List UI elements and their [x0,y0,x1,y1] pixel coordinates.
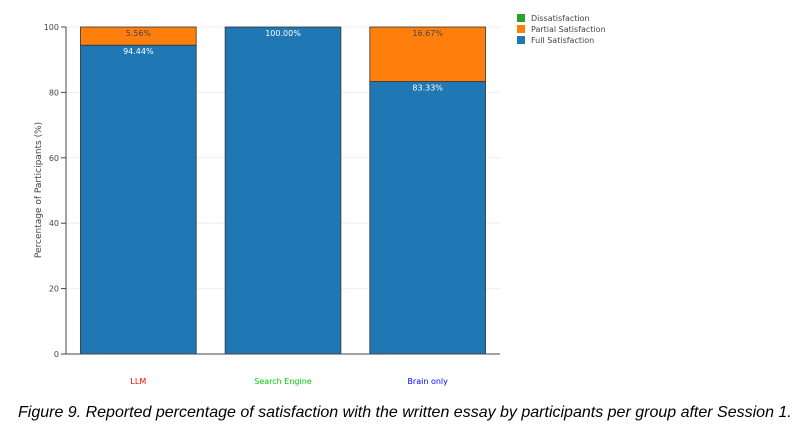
y-tick-label: 40 [49,219,59,228]
legend-swatch [517,25,525,33]
x-tick-label: Brain only [407,377,448,386]
legend-label: Full Satisfaction [531,36,594,45]
y-tick-label: 20 [49,285,59,294]
y-axis-title: Percentage of Participants (%) [34,122,44,258]
data-label: 5.56% [126,29,152,38]
data-label: 94.44% [123,47,154,56]
bars [80,26,486,355]
bar-segment [224,26,342,355]
y-tick-label: 100 [44,23,59,32]
y-tick-label: 60 [49,154,59,163]
data-label: 16.67% [412,29,443,38]
bar-segment [80,26,197,46]
x-tick-label: Search Engine [254,377,312,386]
legend-swatch [517,14,525,22]
legend-label: Dissatisfaction [531,14,590,23]
axes: 0 20 40 60 80 100 LLM Search Engine Brain only [44,23,500,386]
legend-label: Partial Satisfaction [531,25,606,34]
y-tick-label: 80 [49,88,59,97]
figure-caption: Figure 9. Reported percentage of satisfa… [18,404,792,421]
bar-segment [369,81,486,355]
legend-swatch [517,36,525,44]
data-label: 100.00% [265,29,301,38]
data-labels: 94.44% 5.56% 100.00% 83.33% 16.67% [123,29,443,93]
data-label: 83.33% [412,84,443,93]
stacked-bar-chart: 0 20 40 60 80 100 LLM Search Engine Brain only 9… [34,14,606,386]
bar-segment [80,44,197,355]
legend: Dissatisfaction Partial Satisfaction Full … [517,14,606,45]
x-tick-label: LLM [130,377,146,386]
bar-segment [369,26,486,82]
y-tick-label: 0 [54,350,59,359]
